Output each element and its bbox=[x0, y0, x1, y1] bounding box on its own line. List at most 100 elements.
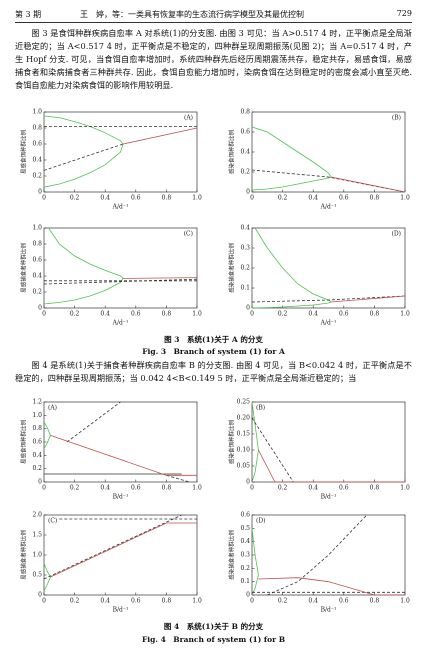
x-tick-label: 0.2 bbox=[278, 485, 288, 492]
panel-label: (C) bbox=[48, 518, 57, 525]
caption-zh: 图 4 系统(1)关于 B 的分支 bbox=[163, 622, 264, 631]
issue: 第 3 期 bbox=[15, 10, 42, 19]
x-axis-label: B/d⁻¹ bbox=[113, 494, 129, 501]
y-tick-label: 0.8 bbox=[240, 109, 250, 116]
y-tick-label: 1.2 bbox=[32, 399, 42, 406]
curve bbox=[251, 401, 259, 451]
panel-label: (D) bbox=[392, 231, 402, 238]
y-tick-label: 0.2 bbox=[240, 565, 250, 572]
y-tick-label: 0.2 bbox=[32, 289, 42, 296]
y-tick-label: 0.2 bbox=[32, 465, 42, 472]
x-axis-label: A/d⁻¹ bbox=[112, 204, 129, 211]
curve bbox=[166, 474, 190, 483]
curve bbox=[43, 278, 124, 305]
curve bbox=[331, 176, 406, 193]
y-tick-label: 0 bbox=[38, 479, 42, 486]
y-tick-label: 0.6 bbox=[32, 257, 42, 264]
x-tick-label: 0 bbox=[42, 485, 46, 492]
x-tick-label: 0.8 bbox=[370, 598, 380, 605]
x-tick-label: 0.8 bbox=[162, 598, 172, 605]
y-axis-label: 易感捕食者种群比例 bbox=[20, 530, 28, 580]
y-tick-label: 0.8 bbox=[32, 241, 42, 248]
curve bbox=[251, 417, 294, 483]
x-tick-label: 0.8 bbox=[162, 195, 172, 202]
panel-label: (A) bbox=[48, 405, 57, 412]
y-axis-label: 易感捕食者种群比例 bbox=[20, 243, 28, 293]
paragraph: 图 4 是系统(1)关于捕食者种群疾病自愈率 B 的分支图. 由图 4 可见，当… bbox=[15, 360, 412, 383]
x-tick-label: 0.2 bbox=[70, 311, 80, 318]
x-tick-label: 0.4 bbox=[308, 598, 318, 605]
x-tick-label: 0.6 bbox=[339, 485, 349, 492]
page-number: 729 bbox=[396, 9, 412, 18]
x-tick-label: 0.4 bbox=[100, 485, 110, 492]
y-tick-label: 0.25 bbox=[237, 399, 251, 406]
y-tick-label: 0.1 bbox=[240, 285, 250, 292]
x-tick-label: 0.8 bbox=[162, 311, 172, 318]
x-tick-label: 0 bbox=[250, 195, 254, 202]
y-tick-label: 1.0 bbox=[32, 412, 42, 419]
x-tick-label: 1.0 bbox=[192, 195, 202, 202]
x-tick-label: 1.0 bbox=[400, 598, 410, 605]
y-axis-label: 易感食饵种群比例 bbox=[20, 420, 28, 465]
x-tick-label: 0.6 bbox=[339, 195, 349, 202]
x-tick-label: 0 bbox=[42, 195, 46, 202]
curve bbox=[251, 449, 259, 483]
y-tick-label: 0.4 bbox=[240, 538, 250, 545]
x-tick-label: 0.6 bbox=[339, 598, 349, 605]
y-tick-label: 1.0 bbox=[32, 109, 42, 116]
curve bbox=[43, 115, 124, 145]
y-tick-label: 0.3 bbox=[240, 552, 250, 559]
y-tick-label: 0.6 bbox=[240, 129, 250, 136]
y-tick-label: 1.0 bbox=[32, 225, 42, 232]
x-tick-label: 1.0 bbox=[192, 485, 202, 492]
x-tick-label: 0.6 bbox=[131, 195, 141, 202]
y-axis-label: 感染食饵种群比例 bbox=[228, 420, 236, 465]
plot-frame bbox=[251, 514, 406, 596]
y-tick-label: 0.05 bbox=[237, 463, 251, 470]
y-tick-label: 0.4 bbox=[32, 157, 42, 164]
caption-en: Fig. 3 Branch of system (1) for A bbox=[142, 347, 285, 356]
y-tick-label: 0 bbox=[246, 592, 250, 599]
curve bbox=[43, 562, 51, 578]
curve bbox=[43, 514, 182, 580]
y-tick-label: 0.10 bbox=[237, 447, 251, 454]
plot-frame bbox=[43, 514, 198, 596]
x-tick-label: 0.4 bbox=[308, 195, 318, 202]
curve bbox=[258, 577, 405, 596]
curve bbox=[258, 449, 405, 483]
curve bbox=[50, 522, 197, 578]
plot-frame bbox=[251, 111, 406, 193]
x-tick-label: 0.8 bbox=[162, 485, 172, 492]
x-tick-label: 0.6 bbox=[131, 311, 141, 318]
x-axis-label: A/d⁻¹ bbox=[320, 320, 337, 327]
caption-en: Fig. 4 Branch of system (1) for B bbox=[141, 635, 286, 644]
x-tick-label: 0 bbox=[42, 598, 46, 605]
x-tick-label: 0.2 bbox=[70, 598, 80, 605]
running-title: 王 婷，等：一类具有恢复率的生态流行病学模型及其最优控制 bbox=[80, 10, 304, 19]
y-tick-label: 0.1 bbox=[240, 578, 250, 585]
y-tick-label: 0.4 bbox=[32, 273, 42, 280]
y-tick-label: 0 bbox=[38, 305, 42, 312]
x-tick-label: 1.0 bbox=[192, 598, 202, 605]
panel-label: (D) bbox=[256, 518, 266, 525]
x-axis-label: B/d⁻¹ bbox=[113, 607, 129, 614]
curve bbox=[254, 227, 332, 303]
x-tick-label: 0.4 bbox=[308, 311, 318, 318]
curve bbox=[50, 434, 197, 476]
x-tick-label: 1.0 bbox=[400, 311, 410, 318]
curve bbox=[43, 278, 198, 285]
y-tick-label: 0.2 bbox=[32, 173, 42, 180]
x-tick-label: 0.6 bbox=[131, 598, 141, 605]
y-tick-label: 0.4 bbox=[240, 225, 250, 232]
x-axis-label: B/d⁻¹ bbox=[321, 494, 337, 501]
plot-frame bbox=[43, 111, 198, 193]
x-tick-label: 0.4 bbox=[100, 195, 110, 202]
x-axis-label: A/d⁻¹ bbox=[320, 204, 337, 211]
y-tick-label: 1.5 bbox=[32, 532, 42, 539]
curve bbox=[251, 295, 406, 303]
x-tick-label: 0.4 bbox=[308, 485, 318, 492]
curve bbox=[43, 143, 124, 188]
y-tick-label: 0 bbox=[246, 305, 250, 312]
curve bbox=[123, 127, 198, 145]
curve bbox=[331, 295, 406, 303]
